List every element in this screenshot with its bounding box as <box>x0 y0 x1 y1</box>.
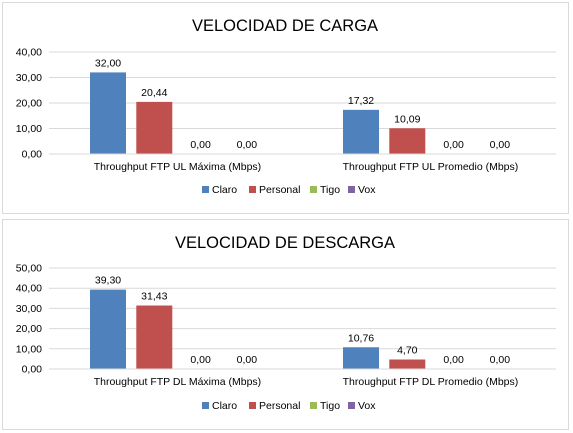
legend-label-tigo: Tigo <box>320 184 340 196</box>
legend-swatch-claro <box>202 402 209 409</box>
y-tick-label: 0,00 <box>22 364 43 376</box>
legend-label-personal: Personal <box>259 184 300 196</box>
data-label: 4,70 <box>397 345 418 357</box>
bar-claro <box>343 109 379 154</box>
data-label: 10,76 <box>348 332 374 344</box>
data-label: 20,44 <box>141 87 167 99</box>
x-category-label: Throughput FTP UL Máxima (Mbps) <box>94 161 261 173</box>
data-label: 17,32 <box>348 95 374 107</box>
legend-label-claro: Claro <box>212 400 237 412</box>
legend-label-personal: Personal <box>259 400 300 412</box>
data-label: 10,09 <box>394 113 420 125</box>
data-label: 0,00 <box>490 354 511 366</box>
y-tick-label: 30,00 <box>16 72 42 84</box>
data-label: 0,00 <box>237 139 258 151</box>
data-label: 0,00 <box>443 354 464 366</box>
y-tick-label: 40,00 <box>16 47 42 59</box>
bar-claro <box>343 347 379 369</box>
data-label: 31,43 <box>141 291 167 303</box>
bar-personal <box>389 128 426 154</box>
download-chart-svg: VELOCIDAD DE DESCARGA 0,00 10,00 20,00 30,00… <box>16 234 556 412</box>
y-tick-label: 10,00 <box>16 343 42 355</box>
upload-chart-svg: VELOCIDAD DE CARGA 0,00 10,00 20,00 30,00 40,… <box>16 17 556 196</box>
bar-personal <box>136 101 173 154</box>
legend-swatch-personal <box>249 186 256 193</box>
bar-claro <box>90 72 126 154</box>
legend-label-vox: Vox <box>358 400 376 412</box>
data-label: 32,00 <box>95 57 121 69</box>
y-tick-label: 0,00 <box>22 149 43 161</box>
data-label: 0,00 <box>190 139 211 151</box>
legend-swatch-personal <box>249 402 256 409</box>
y-tick-label: 50,00 <box>16 263 42 275</box>
legend-swatch-vox <box>348 186 355 193</box>
legend-swatch-tigo <box>310 402 317 409</box>
download-speed-chart: VELOCIDAD DE DESCARGA 0,00 10,00 20,00 30,00… <box>2 219 569 430</box>
data-label: 0,00 <box>237 354 258 366</box>
y-tick-label: 20,00 <box>16 323 42 335</box>
chart-title: VELOCIDAD DE CARGA <box>192 17 378 35</box>
legend-label-tigo: Tigo <box>320 400 340 412</box>
legend-swatch-claro <box>202 186 209 193</box>
data-label: 0,00 <box>190 354 211 366</box>
legend-label-vox: Vox <box>358 184 376 196</box>
data-label: 39,30 <box>95 275 121 287</box>
legend-label-claro: Claro <box>212 184 237 196</box>
data-label: 0,00 <box>443 139 464 151</box>
y-tick-label: 40,00 <box>16 283 42 295</box>
bar-personal <box>136 305 173 369</box>
legend-swatch-tigo <box>310 186 317 193</box>
data-label: 0,00 <box>490 139 511 151</box>
y-tick-label: 20,00 <box>16 98 42 110</box>
y-tick-label: 30,00 <box>16 303 42 315</box>
chart-title: VELOCIDAD DE DESCARGA <box>175 234 395 252</box>
x-category-label: Throughput FTP DL Promedio (Mbps) <box>343 376 519 388</box>
bar-personal <box>389 359 426 369</box>
legend-swatch-vox <box>348 402 355 409</box>
bar-claro <box>90 289 126 369</box>
x-category-label: Throughput FTP UL Promedio (Mbps) <box>343 161 519 173</box>
upload-speed-chart: VELOCIDAD DE CARGA 0,00 10,00 20,00 30,00 40,… <box>2 2 569 214</box>
x-category-label: Throughput FTP DL Máxima (Mbps) <box>94 376 261 388</box>
y-tick-label: 10,00 <box>16 123 42 135</box>
